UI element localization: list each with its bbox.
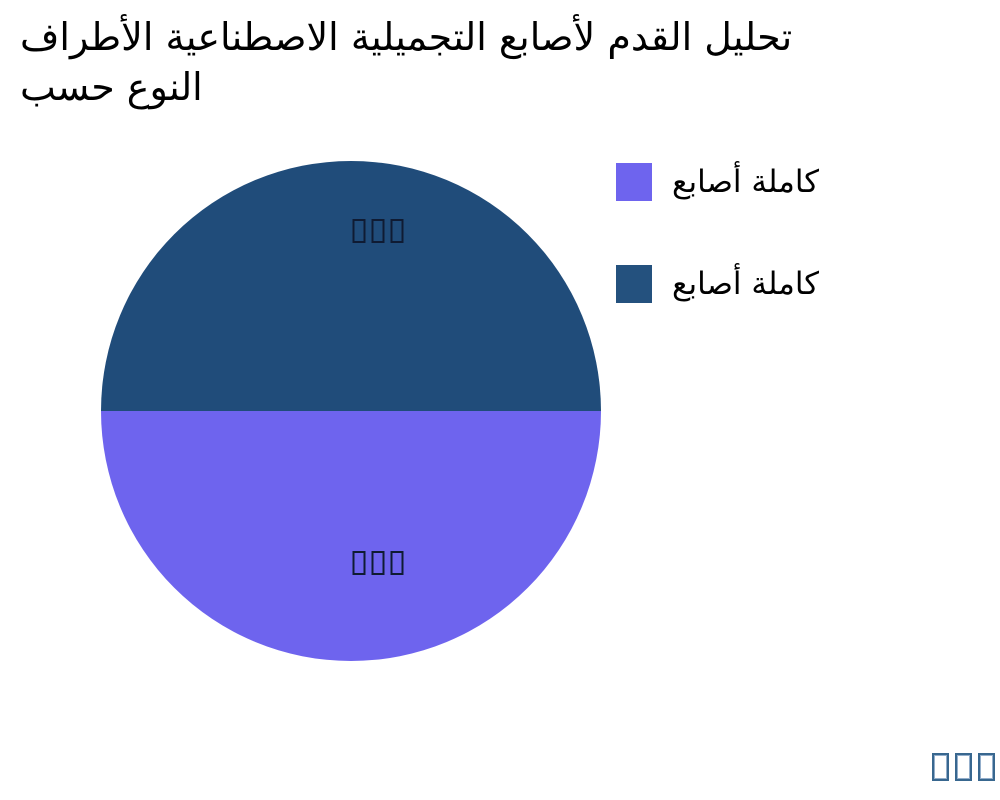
pie-slice-top-label-missing-glyphs (350, 219, 407, 243)
page-title: الأطراف الاصطناعية التجميلية لأصابع القد… (20, 12, 792, 112)
page-title-line2: حسب النوع (20, 65, 203, 109)
pie-slice-bottom-label-missing-glyphs (350, 551, 407, 575)
watermark-missing-glyphs (929, 753, 998, 781)
legend: أصابع كاملة أصابع كاملة (616, 162, 819, 304)
legend-label-1: أصابع كاملة (672, 266, 820, 302)
legend-label-0: أصابع كاملة (672, 164, 820, 200)
pie-slice-top[interactable] (101, 161, 601, 411)
pie-chart (101, 161, 601, 661)
page-title-line1: الأطراف الاصطناعية التجميلية لأصابع القد… (20, 15, 793, 59)
legend-swatch-navy (616, 265, 652, 303)
pie-slice-bottom[interactable] (101, 411, 601, 661)
legend-swatch-purple (616, 163, 652, 201)
legend-item-1[interactable]: أصابع كاملة (616, 264, 819, 304)
legend-item-0[interactable]: أصابع كاملة (616, 162, 819, 202)
